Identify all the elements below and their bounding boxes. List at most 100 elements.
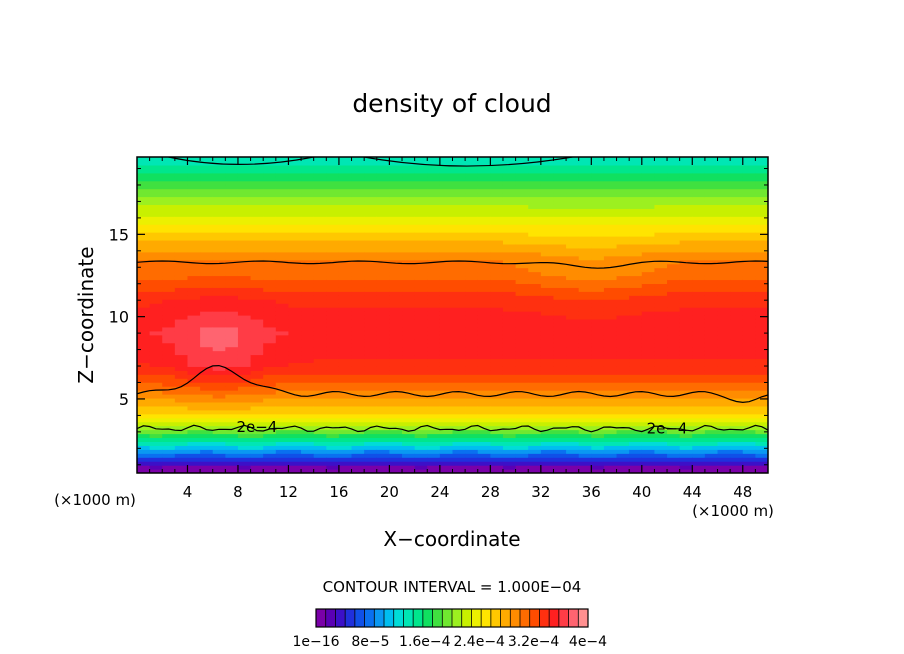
field-cell	[528, 318, 542, 324]
field-cell	[490, 342, 504, 348]
field-cell	[654, 362, 668, 367]
field-cell	[603, 251, 618, 257]
field-cell	[742, 220, 756, 225]
field-cell	[174, 421, 189, 427]
field-cell	[275, 157, 290, 162]
field-cell	[704, 220, 719, 225]
field-cell	[540, 279, 555, 284]
field-cell	[301, 176, 315, 182]
field-cell	[477, 243, 491, 249]
field-cell	[313, 421, 327, 427]
field-cell	[578, 239, 592, 245]
field-cell	[704, 224, 719, 229]
field-cell	[338, 220, 353, 225]
field-cell	[502, 465, 517, 470]
field-cell	[288, 311, 302, 316]
field-cell	[591, 216, 605, 221]
field-cell	[692, 394, 706, 399]
field-cell	[553, 401, 567, 407]
colorbar-swatch	[393, 609, 404, 627]
field-cell	[578, 342, 592, 348]
field-cell	[528, 362, 542, 367]
field-cell	[301, 449, 315, 454]
field-cell	[439, 196, 454, 202]
field-cell	[212, 208, 226, 213]
field-cell	[149, 307, 163, 312]
field-cell	[250, 172, 264, 178]
field-cell	[225, 461, 239, 466]
field-cell	[515, 421, 529, 427]
field-cell	[515, 255, 529, 261]
field-cell	[389, 168, 403, 174]
field-cell	[275, 196, 290, 202]
field-cell	[553, 338, 567, 344]
x-tick-label: 36	[582, 483, 601, 501]
field-cell	[427, 255, 441, 261]
field-cell	[364, 295, 378, 300]
field-cell	[237, 437, 252, 442]
field-cell	[755, 236, 768, 241]
field-cell	[162, 390, 176, 395]
field-cell	[212, 172, 226, 178]
field-cell	[326, 461, 340, 466]
field-cell	[465, 251, 479, 257]
field-cell	[553, 275, 567, 281]
field-cell	[212, 279, 226, 284]
field-cell	[502, 299, 517, 304]
field-cell	[603, 322, 618, 328]
field-cell	[603, 295, 618, 300]
field-cell	[149, 251, 163, 257]
field-cell	[351, 224, 365, 229]
colorbar-swatch	[345, 609, 356, 627]
field-cell	[742, 228, 756, 233]
field-cell	[490, 346, 504, 352]
field-cell	[301, 212, 315, 217]
field-cell	[263, 441, 277, 446]
field-cell	[250, 441, 264, 446]
field-cell	[667, 346, 681, 352]
field-cell	[528, 449, 542, 454]
field-cell	[755, 382, 768, 387]
field-cell	[237, 255, 252, 261]
field-cell	[414, 437, 428, 442]
field-cell	[364, 413, 378, 419]
field-cell	[704, 164, 719, 170]
field-cell	[540, 160, 555, 166]
field-cell	[667, 204, 681, 209]
field-cell	[364, 291, 378, 296]
field-cell	[275, 279, 290, 284]
field-cell	[338, 279, 353, 284]
field-cell	[439, 409, 454, 415]
field-cell	[553, 382, 567, 387]
field-cell	[591, 425, 605, 431]
field-cell	[212, 157, 226, 162]
field-cell	[351, 204, 365, 209]
field-cell	[566, 315, 580, 320]
field-cell	[212, 232, 226, 237]
field-cell	[667, 429, 681, 435]
field-cell	[616, 204, 630, 209]
field-cell	[212, 263, 226, 269]
field-cell	[313, 157, 327, 162]
field-cell	[477, 421, 491, 427]
field-cell	[566, 413, 580, 419]
field-cell	[200, 469, 214, 473]
field-cell	[591, 397, 605, 403]
field-cell	[654, 275, 668, 281]
field-cell	[212, 291, 226, 296]
field-cell	[389, 176, 403, 182]
field-cell	[603, 449, 618, 454]
field-cell	[742, 224, 756, 229]
field-cell	[704, 279, 719, 284]
field-cell	[376, 263, 390, 269]
field-cell	[692, 228, 706, 233]
field-cell	[364, 469, 378, 473]
field-cell	[717, 315, 731, 320]
field-cell	[351, 330, 365, 336]
field-cell	[326, 216, 340, 221]
field-cell	[137, 208, 151, 213]
field-cell	[200, 370, 214, 375]
field-cell	[629, 271, 643, 277]
field-cell	[212, 228, 226, 233]
field-cell	[692, 346, 706, 352]
